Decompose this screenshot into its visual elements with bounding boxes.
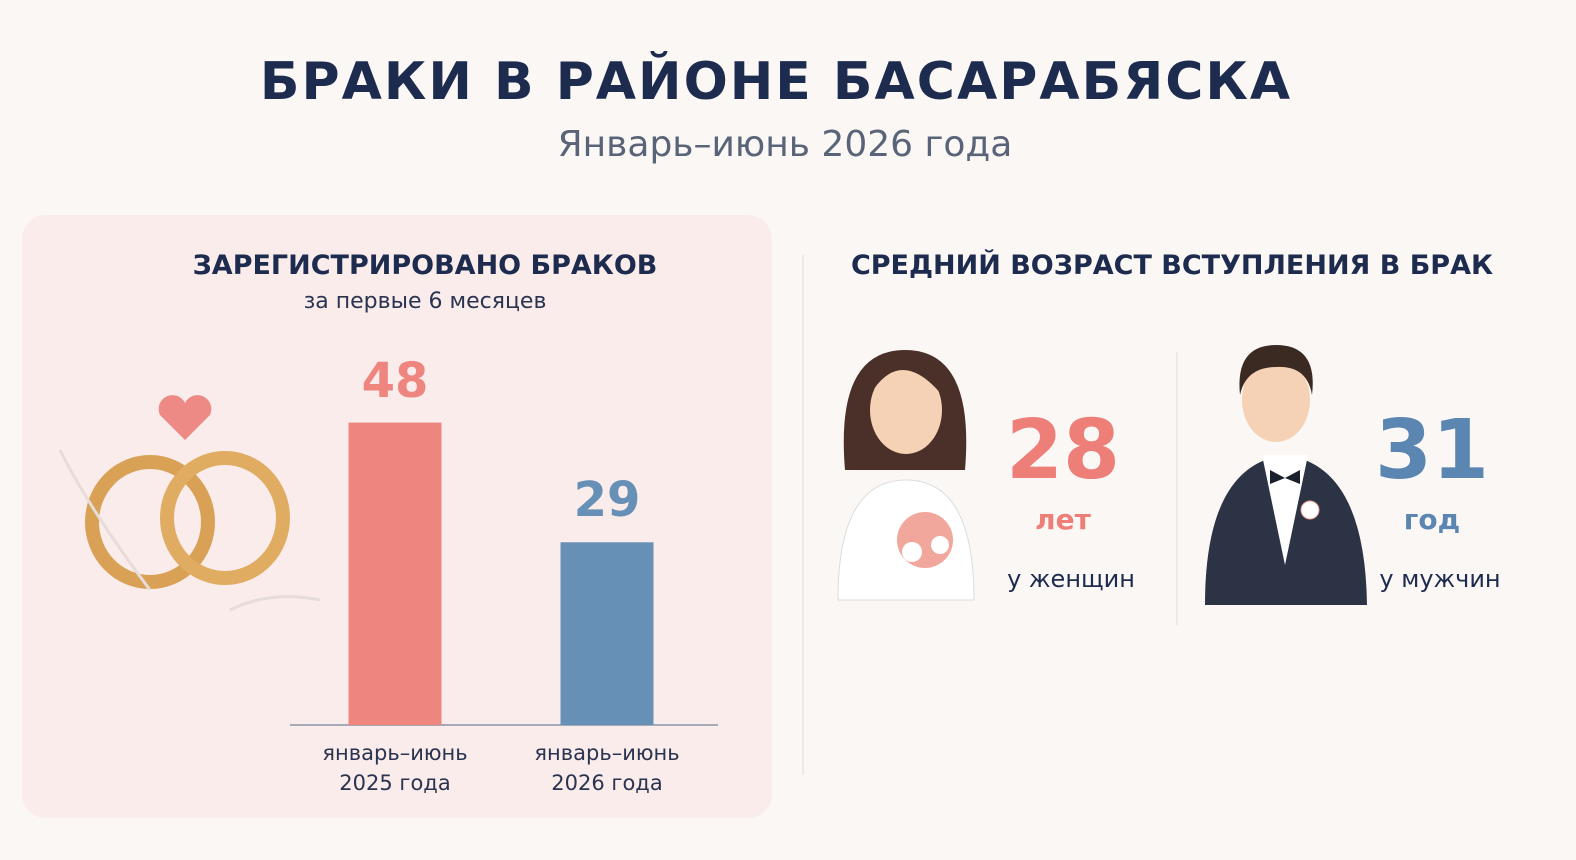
bar [560,542,654,725]
age-value: 31 [1374,403,1490,498]
value-label: 48 [361,352,429,409]
age-unit: год [1403,503,1461,536]
age-label: у мужчин [1379,565,1501,593]
chart-title: ЗАРЕГИСТРИРОВАНО БРАКОВ [192,250,658,281]
value-label: 29 [573,472,641,529]
age-unit: лет [1035,503,1091,536]
age-label: у женщин [1007,565,1135,593]
groom-illustration [1205,345,1367,605]
chart-subtitle: за первые 6 месяцев [303,289,547,314]
bride-illustration [837,350,975,601]
rings-illustration [58,395,321,612]
age-value: 28 [1005,403,1121,498]
x-tick-label: январь–июнь 2025 года [322,741,468,795]
x-tick-label: январь–июнь 2026 года [534,741,680,795]
subtitle: Январь–июнь 2026 года [557,124,1013,165]
ages-title: СРЕДНИЙ ВОЗРАСТ ВСТУПЛЕНИЯ В БРАК [850,250,1494,281]
title: БРАКИ В РАЙОНЕ БАСАРАБЯСКА [259,52,1293,112]
bar [348,422,442,725]
